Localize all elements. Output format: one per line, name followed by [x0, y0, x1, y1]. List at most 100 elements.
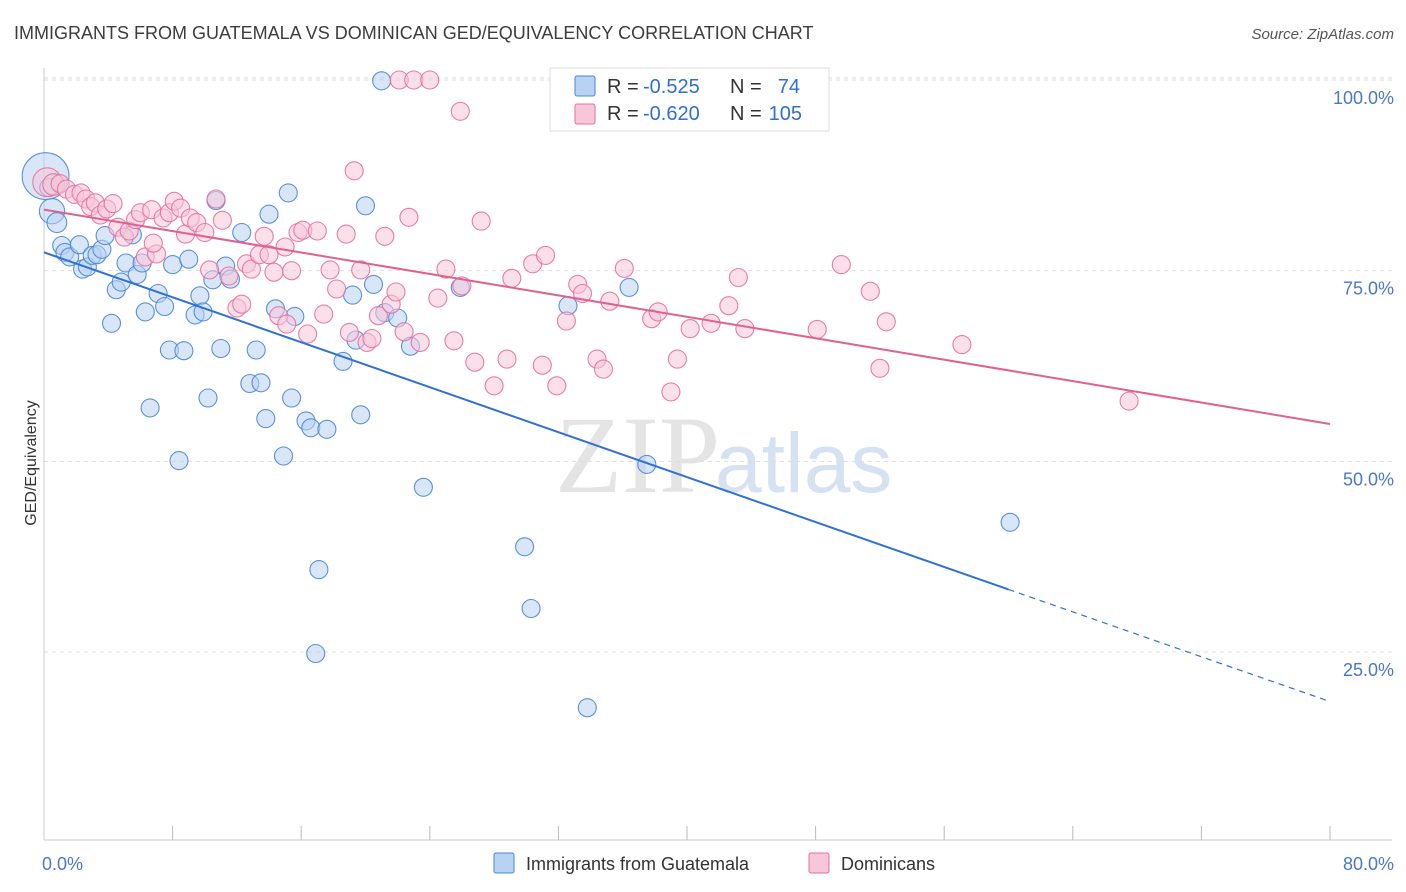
point-guatemala-23: [155, 296, 175, 317]
point-dominican-71: [465, 352, 485, 372]
point-dominican-29: [206, 189, 226, 209]
stats-legend: R = -0.525 N = 74 R = -0.620 N = 105: [549, 67, 830, 132]
point-guatemala-43: [259, 204, 279, 224]
point-dominican-52: [344, 161, 364, 181]
stats-r-value-guatemala: -0.525: [643, 76, 700, 98]
watermark-zip: ZIP: [555, 394, 720, 516]
point-guatemala-53: [317, 419, 337, 439]
legend-label-dominican[interactable]: Dominicans: [841, 854, 935, 874]
point-guatemala-60: [372, 71, 392, 91]
point-dominican-35: [241, 259, 261, 279]
point-dominican-75: [502, 268, 522, 288]
point-dominican-31: [219, 266, 239, 286]
y-axis-title: GED/Equivalency: [23, 400, 40, 525]
point-dominican-55: [362, 328, 382, 349]
point-guatemala-2: [46, 212, 68, 234]
point-guatemala-21: [140, 398, 160, 418]
point-dominican-65: [420, 70, 440, 90]
point-dominican-77: [535, 245, 556, 265]
point-guatemala-20: [135, 302, 155, 322]
point-guatemala-70: [619, 277, 639, 297]
point-dominican-88: [661, 382, 681, 402]
point-dominican-49: [327, 279, 347, 299]
point-dominican-78: [532, 355, 552, 375]
point-dominican-103: [277, 314, 297, 334]
point-dominican-30: [212, 210, 232, 230]
point-guatemala-50: [301, 418, 321, 438]
point-dominican-89: [667, 349, 687, 369]
point-guatemala-28: [179, 249, 199, 269]
legend-swatch-guatemala[interactable]: [493, 852, 515, 874]
point-dominican-61: [394, 322, 414, 342]
point-guatemala-64: [413, 477, 433, 497]
point-dominican-56: [368, 306, 388, 326]
point-dominican-72: [471, 211, 491, 231]
point-dominican-91: [701, 313, 721, 333]
point-dominican-99: [876, 312, 896, 332]
point-guatemala-35: [211, 338, 231, 359]
point-guatemala-52: [309, 560, 329, 580]
point-dominican-37: [254, 226, 274, 246]
point-dominican-69: [450, 101, 470, 121]
point-dominican-57: [375, 226, 395, 246]
point-dominican-11: [103, 194, 123, 214]
series-dominican: [32, 70, 1139, 411]
trend-line-guatemala: [43, 251, 1009, 591]
stats-r-label-guatemala: R =: [607, 76, 639, 98]
point-dominican-50: [336, 224, 356, 244]
point-guatemala-25: [163, 255, 183, 275]
point-dominican-86: [614, 258, 634, 278]
point-guatemala-71: [637, 454, 657, 474]
point-dominican-63: [404, 70, 424, 90]
trend-layer: [43, 208, 1331, 703]
point-dominican-95: [807, 319, 827, 339]
chart-title: IMMIGRANTS FROM GUATEMALA VS DOMINICAN G…: [14, 23, 813, 43]
stats-legend-frame: [549, 67, 830, 132]
legend-swatch-dominican[interactable]: [808, 852, 830, 874]
point-dominican-28: [200, 260, 220, 280]
point-dominican-73: [484, 376, 504, 396]
point-dominican-42: [282, 261, 302, 281]
point-guatemala-32: [198, 388, 218, 408]
point-dominican-64: [410, 332, 430, 352]
tick-labels: 100.0% 75.0% 50.0% 25.0% 0.0% 80.0%: [42, 88, 1394, 874]
point-dominican-74: [497, 349, 517, 369]
point-dominican-59: [386, 282, 406, 302]
x-tick-label-0: 0.0%: [42, 854, 83, 874]
watermark-atlas: atlas: [715, 416, 892, 510]
point-guatemala-40: [246, 340, 266, 360]
stats-r-label-dominican: R =: [607, 103, 639, 125]
point-dominican-94: [735, 319, 755, 339]
point-guatemala-27: [174, 341, 194, 361]
point-guatemala-30: [190, 286, 210, 306]
point-dominican-100: [952, 335, 972, 355]
stats-r-value-dominican: -0.620: [643, 103, 700, 125]
point-dominican-79: [547, 376, 567, 396]
point-dominican-38: [259, 245, 279, 265]
point-guatemala-67: [521, 598, 541, 619]
point-guatemala-55: [343, 285, 363, 305]
point-dominican-97: [860, 281, 880, 301]
point-guatemala-45: [273, 446, 294, 466]
chart-source: Source: ZipAtlas.com: [1251, 26, 1394, 43]
point-dominican-48: [320, 260, 340, 280]
point-dominican-92: [719, 296, 739, 316]
series-layer: [21, 70, 1139, 718]
point-guatemala-54: [333, 351, 353, 371]
point-guatemala-58: [355, 196, 376, 216]
legend-label-guatemala[interactable]: Immigrants from Guatemala: [526, 854, 750, 874]
point-dominican-85: [600, 291, 620, 311]
point-dominican-68: [444, 331, 464, 351]
point-dominican-96: [831, 255, 851, 275]
series-guatemala: [21, 71, 1020, 718]
stats-n-value-guatemala: 74: [778, 76, 800, 98]
point-dominican-51: [339, 322, 359, 342]
y-tick-label-2: 50.0%: [1343, 469, 1394, 489]
point-guatemala-69: [577, 698, 597, 718]
watermark: ZIP atlas: [555, 394, 892, 516]
point-dominican-80: [556, 311, 576, 331]
point-dominican-84: [593, 359, 613, 379]
point-guatemala-26: [169, 451, 189, 471]
point-guatemala-47: [282, 388, 302, 408]
